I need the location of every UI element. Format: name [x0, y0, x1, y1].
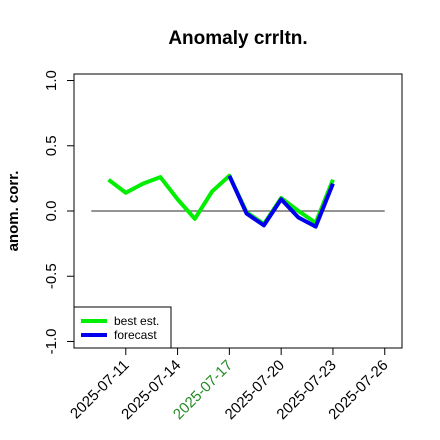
series-line-best-est [107, 173, 335, 227]
y-tick-label: 1.0 [43, 70, 60, 91]
y-axis-label: anom. corr. [5, 171, 22, 252]
legend-label-forecast: forecast [114, 328, 157, 342]
y-tick-label: 0.5 [43, 135, 60, 156]
chart-title: Anomaly crrltn. [168, 28, 307, 49]
legend-box [73, 306, 172, 349]
legend-label-best-est: best est. [114, 314, 159, 328]
y-tick-label: -0.5 [43, 263, 60, 289]
legend: best est. forecast [73, 306, 172, 349]
y-tick-label: -1.0 [43, 329, 60, 355]
series-line-forecast [227, 174, 335, 229]
y-tick-label: 0.0 [43, 201, 60, 222]
